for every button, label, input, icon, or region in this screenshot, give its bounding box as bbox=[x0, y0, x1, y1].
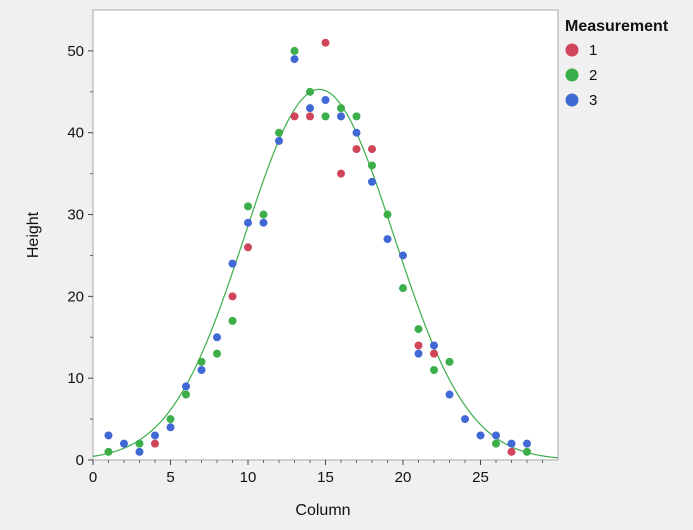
fit-curve-line bbox=[92, 88, 559, 459]
plot-area bbox=[92, 9, 559, 461]
legend-label-3: 3 bbox=[589, 92, 597, 109]
data-point-series-2 bbox=[321, 112, 330, 121]
x-tick-label: 20 bbox=[395, 469, 412, 486]
x-axis-title: Column bbox=[295, 502, 350, 519]
data-point-series-3 bbox=[476, 431, 485, 440]
data-point-series-1 bbox=[368, 145, 376, 154]
data-point-series-3 bbox=[166, 423, 175, 432]
data-point-series-1 bbox=[430, 349, 438, 358]
data-point-series-2 bbox=[290, 46, 299, 55]
data-point-series-1 bbox=[244, 243, 252, 252]
data-point-series-1 bbox=[337, 169, 345, 178]
data-point-series-2 bbox=[182, 390, 190, 399]
x-tick-label: 5 bbox=[166, 469, 174, 486]
data-points-group bbox=[104, 38, 531, 456]
data-point-series-2 bbox=[352, 112, 361, 121]
data-point-series-3 bbox=[523, 439, 531, 448]
data-point-series-3 bbox=[352, 128, 361, 137]
data-point-series-3 bbox=[275, 136, 283, 145]
data-point-series-3 bbox=[213, 333, 221, 342]
y-tick-label: 0 bbox=[76, 452, 84, 469]
data-point-series-3 bbox=[430, 341, 438, 350]
data-point-series-2 bbox=[414, 325, 423, 334]
data-point-series-3 bbox=[228, 259, 237, 268]
data-point-series-1 bbox=[414, 341, 423, 350]
data-point-series-3 bbox=[337, 112, 345, 121]
legend-title: Measurement bbox=[565, 18, 669, 35]
y-tick-label: 20 bbox=[67, 288, 84, 305]
data-point-series-1 bbox=[151, 439, 159, 448]
data-point-series-3 bbox=[244, 218, 252, 227]
data-point-series-3 bbox=[383, 235, 392, 244]
data-point-series-2 bbox=[492, 439, 500, 448]
data-point-series-2 bbox=[306, 87, 314, 96]
y-axis: 0 10 20 30 40 50 bbox=[67, 43, 93, 469]
data-point-series-3 bbox=[151, 431, 159, 440]
data-point-series-1 bbox=[228, 292, 237, 301]
data-point-series-3 bbox=[104, 431, 113, 440]
data-point-series-2 bbox=[523, 447, 531, 456]
data-point-series-3 bbox=[492, 431, 500, 440]
data-point-series-2 bbox=[275, 128, 283, 137]
x-tick-label: 15 bbox=[317, 469, 334, 486]
x-tick-label: 0 bbox=[89, 469, 97, 486]
data-point-series-1 bbox=[290, 112, 299, 121]
data-point-series-3 bbox=[321, 96, 330, 104]
data-point-series-2 bbox=[228, 316, 237, 325]
data-point-series-2 bbox=[244, 202, 252, 211]
legend-label-1: 1 bbox=[589, 42, 597, 59]
legend-label-2: 2 bbox=[589, 67, 597, 84]
data-point-series-1 bbox=[321, 38, 330, 47]
data-point-series-2 bbox=[445, 357, 454, 366]
data-point-series-3 bbox=[306, 104, 314, 113]
data-point-series-2 bbox=[166, 415, 175, 424]
data-point-series-3 bbox=[368, 177, 376, 186]
data-point-series-3 bbox=[197, 366, 206, 374]
data-point-series-2 bbox=[368, 161, 376, 170]
data-point-series-2 bbox=[135, 439, 144, 448]
x-tick-label: 25 bbox=[472, 469, 489, 486]
data-point-series-3 bbox=[445, 390, 454, 399]
x-tick-label: 10 bbox=[240, 469, 257, 486]
data-point-series-2 bbox=[197, 357, 206, 366]
data-point-series-2 bbox=[104, 447, 113, 456]
x-axis: 0 5 10 15 20 25 bbox=[89, 460, 543, 486]
data-point-series-3 bbox=[135, 447, 144, 456]
data-point-series-1 bbox=[352, 145, 361, 154]
data-point-series-3 bbox=[507, 439, 516, 448]
data-point-series-3 bbox=[290, 55, 299, 64]
data-point-series-1 bbox=[507, 447, 516, 456]
data-point-series-3 bbox=[259, 218, 268, 227]
y-tick-label: 10 bbox=[67, 370, 84, 387]
data-point-series-2 bbox=[399, 284, 407, 293]
data-point-series-3 bbox=[461, 415, 469, 424]
y-tick-label: 30 bbox=[67, 207, 84, 224]
data-point-series-3 bbox=[399, 251, 407, 260]
fit-curve-group bbox=[92, 88, 559, 459]
data-point-series-3 bbox=[414, 349, 423, 358]
y-tick-label: 40 bbox=[67, 125, 84, 142]
legend: Measurement 1 2 3 bbox=[565, 18, 669, 109]
legend-marker-1 bbox=[565, 43, 579, 57]
data-point-series-2 bbox=[259, 210, 268, 219]
data-point-series-1 bbox=[306, 112, 314, 121]
y-axis-title: Height bbox=[25, 211, 42, 258]
legend-marker-3 bbox=[565, 93, 579, 107]
y-tick-label: 50 bbox=[67, 43, 84, 60]
data-point-series-2 bbox=[213, 349, 221, 358]
data-point-series-3 bbox=[120, 439, 128, 448]
data-point-series-2 bbox=[383, 210, 392, 219]
data-point-series-3 bbox=[182, 382, 190, 391]
data-point-series-2 bbox=[430, 366, 438, 374]
legend-marker-2 bbox=[565, 68, 579, 82]
data-point-series-2 bbox=[337, 104, 345, 113]
